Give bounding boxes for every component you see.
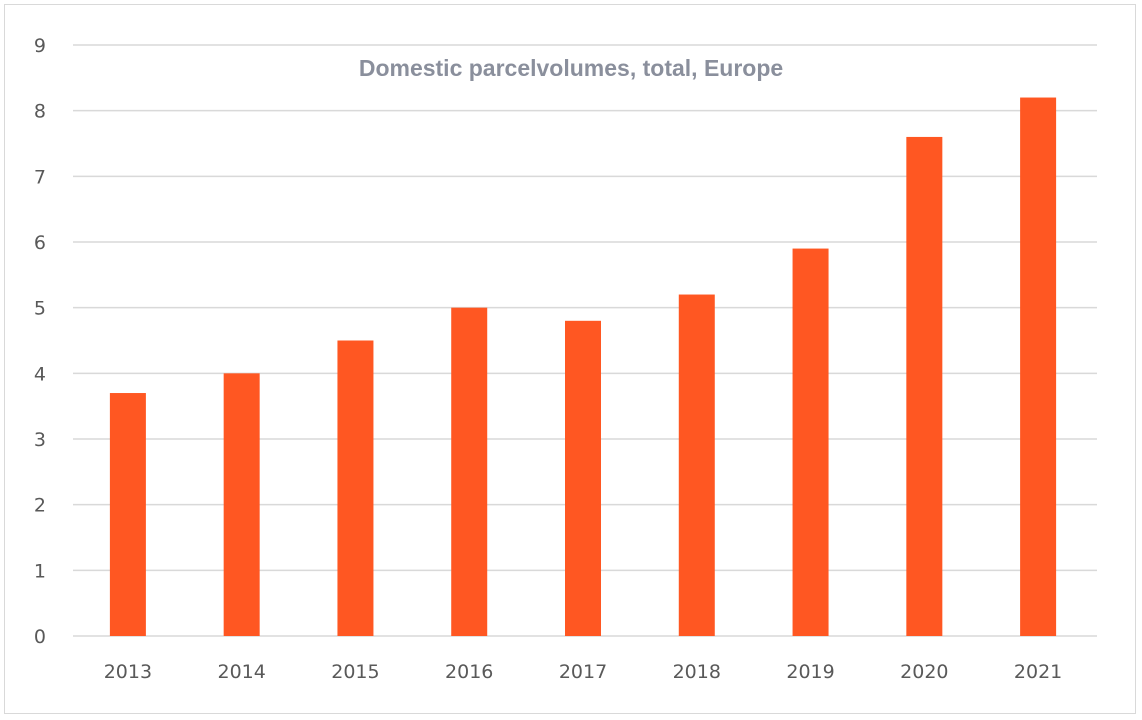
y-tick-label: 0 [34, 626, 46, 648]
bar-2019 [792, 248, 829, 637]
x-tick-label: 2015 [331, 661, 379, 683]
x-tick-label: 2019 [786, 661, 834, 683]
y-tick-label: 3 [34, 429, 46, 451]
bar-2014 [223, 373, 260, 636]
y-tick-label: 6 [34, 232, 46, 254]
x-tick-label: 2021 [1014, 661, 1062, 683]
y-tick-label: 4 [34, 363, 46, 385]
bar-2016 [451, 307, 488, 636]
chart-title: Domestic parcelvolumes, total, Europe [359, 55, 783, 81]
bar-2015 [337, 340, 374, 636]
y-axis-ticks: 0 1 2 3 4 5 6 7 8 9 [34, 35, 46, 648]
bar-2017 [565, 320, 601, 636]
x-tick-label: 2020 [900, 661, 948, 683]
y-tick-label: 8 [34, 101, 46, 123]
x-tick-label: 2013 [104, 661, 152, 683]
bars [109, 97, 1057, 637]
y-tick-label: 5 [34, 298, 46, 320]
x-tick-label: 2018 [673, 661, 721, 683]
bar-2020 [906, 136, 943, 636]
bar-2021 [1020, 97, 1057, 637]
y-tick-label: 2 [34, 495, 46, 517]
chart-frame [4, 4, 1136, 714]
x-tick-label: 2016 [445, 661, 493, 683]
y-tick-label: 1 [34, 560, 46, 582]
bar-2018 [678, 294, 715, 636]
y-tick-label: 9 [34, 35, 46, 57]
x-axis-ticks: 2013 2014 2015 2016 2017 2018 2019 2020 2021 [104, 661, 1063, 683]
y-tick-label: 7 [34, 166, 46, 188]
x-tick-label: 2014 [217, 661, 265, 683]
bar-2013 [109, 393, 146, 636]
x-tick-label: 2017 [559, 661, 607, 683]
